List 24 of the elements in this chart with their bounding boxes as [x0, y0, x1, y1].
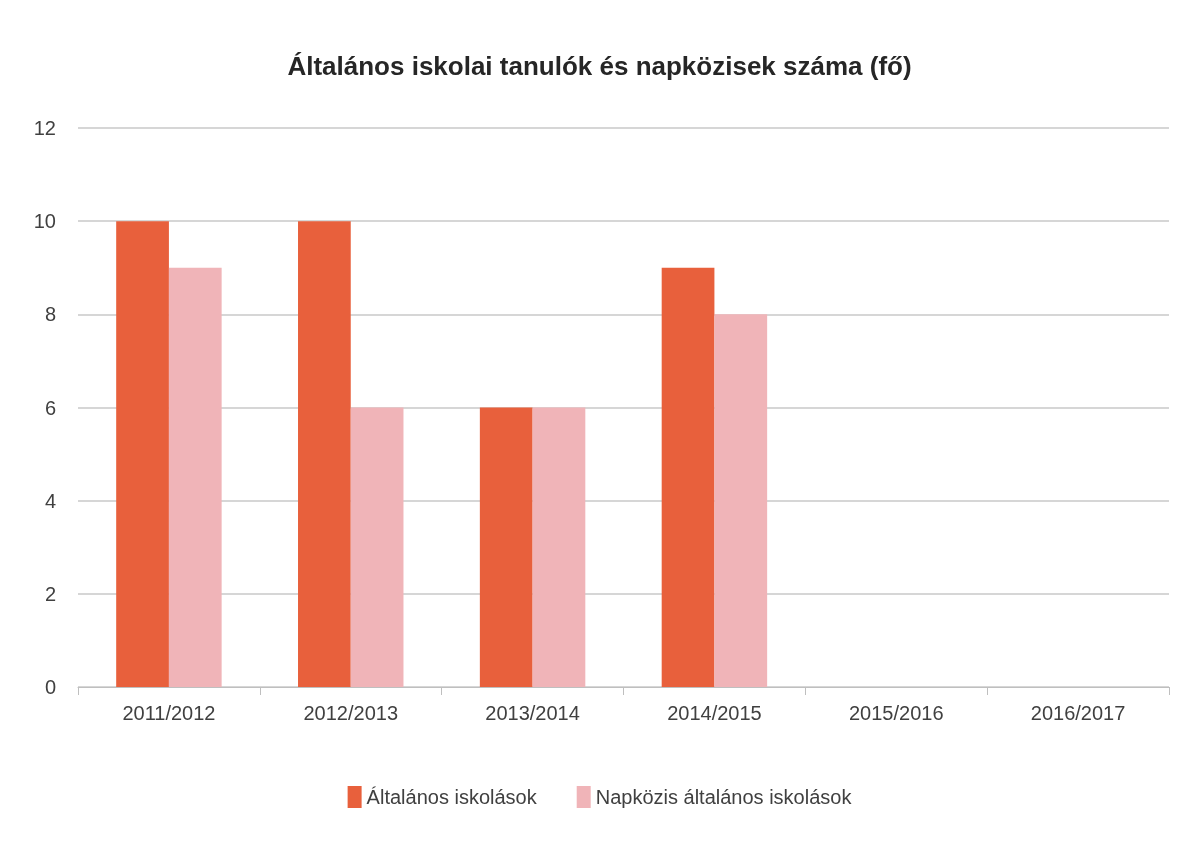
bar [168, 267, 222, 687]
y-tick-label: 6 [44, 396, 56, 419]
bar [714, 314, 768, 687]
bar [479, 407, 533, 687]
x-tick-label: 2012/2013 [303, 702, 399, 724]
y-tick-label: 10 [33, 210, 56, 233]
y-tick-label: 8 [44, 303, 56, 326]
chart-title: Általános iskolai tanulók és napközisek száma (fő) [287, 51, 912, 81]
x-tick-label: 2015/2016 [848, 702, 944, 724]
bar [298, 221, 351, 687]
legend-label: Napközis általános iskolások [595, 786, 853, 808]
y-tick-label: 12 [33, 117, 56, 139]
x-tick-label: 2014/2015 [667, 702, 762, 724]
x-tick-label: 2013/2014 [485, 702, 580, 724]
y-tick-label: 4 [44, 489, 56, 512]
x-tick-label: 2016/2017 [1030, 702, 1126, 724]
x-tick-label: 2011/2012 [122, 702, 216, 724]
bar [532, 407, 586, 687]
y-tick-label: 2 [44, 582, 56, 605]
legend-label: Általános iskolások [366, 786, 538, 808]
bar [350, 407, 404, 687]
y-tick-label: 0 [44, 676, 56, 698]
bar [661, 267, 715, 687]
bar [116, 221, 169, 687]
